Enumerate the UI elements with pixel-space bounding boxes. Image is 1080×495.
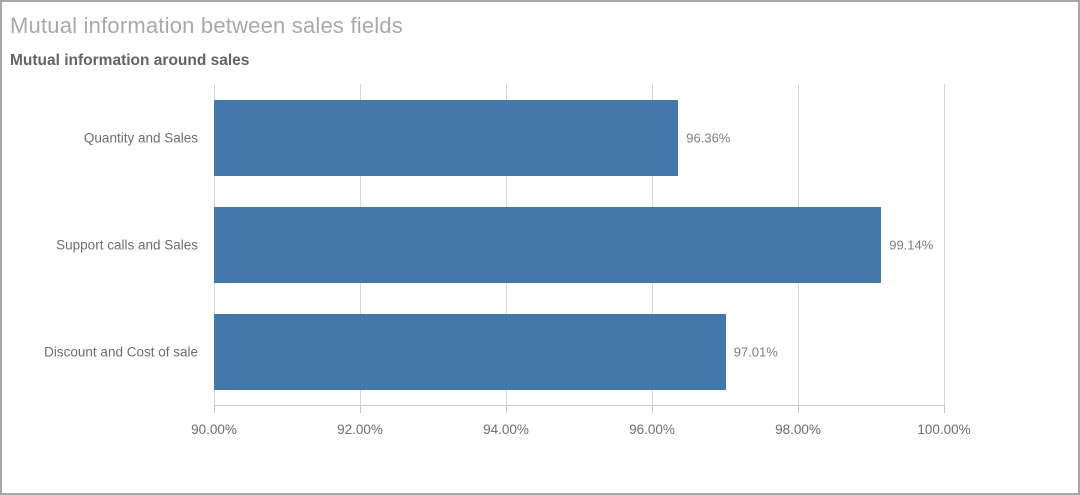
chart-subtitle: Mutual information around sales xyxy=(10,52,250,69)
x-axis-tick xyxy=(798,406,799,413)
x-axis-tick-label: 96.00% xyxy=(629,422,675,437)
category-label[interactable]: Quantity and Sales xyxy=(83,130,198,145)
x-axis-tick xyxy=(652,406,653,413)
category-label[interactable]: Support calls and Sales xyxy=(56,237,198,252)
x-axis-tick-label: 100.00% xyxy=(917,422,971,437)
x-axis-tick xyxy=(214,406,215,413)
chart-title: Mutual information between sales fields xyxy=(10,13,404,38)
bar[interactable] xyxy=(214,99,679,176)
bar-value-label: 96.36% xyxy=(686,130,731,145)
x-axis-tick-label: 94.00% xyxy=(483,422,529,437)
gridline xyxy=(944,84,945,405)
category-label[interactable]: Discount and Cost of sale xyxy=(44,344,198,359)
x-axis-tick xyxy=(506,406,507,413)
bar-chart: Quantity and Sales Support calls and Sale… xyxy=(2,84,1078,464)
x-axis-tick-label: 92.00% xyxy=(337,422,383,437)
bar-value-label: 99.14% xyxy=(889,237,934,252)
x-axis-line xyxy=(214,405,945,406)
x-axis-tick xyxy=(944,406,945,413)
bar[interactable] xyxy=(214,313,726,390)
x-axis-tick xyxy=(360,406,361,413)
plot-area: 96.36% 99.14% 97.01% 90.00% 92.00% 94.00% 96.… xyxy=(191,84,971,437)
x-axis-tick-label: 98.00% xyxy=(775,422,821,437)
bar[interactable] xyxy=(214,206,882,283)
bar-value-label: 97.01% xyxy=(733,344,778,359)
x-axis-tick-label: 90.00% xyxy=(191,422,237,437)
y-axis-labels: Quantity and Sales Support calls and Sale… xyxy=(2,84,206,405)
